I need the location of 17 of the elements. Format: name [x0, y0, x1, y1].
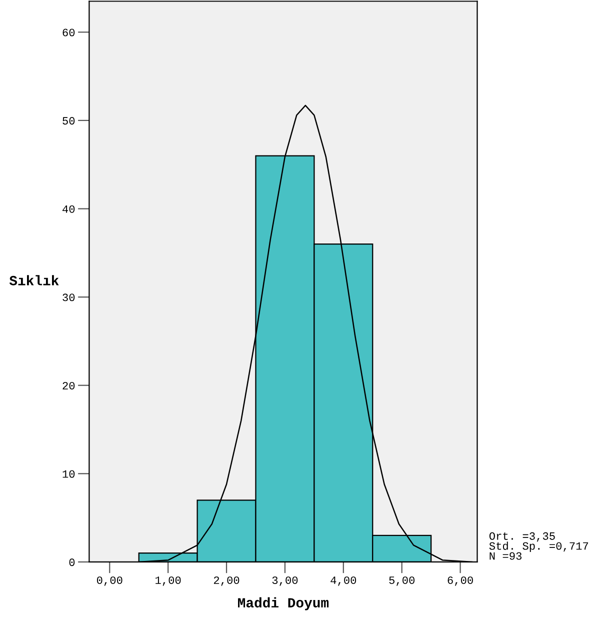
text: Ort. =3,35 Std. Sp. =0,717 N =93	[489, 532, 588, 560]
y-tick-label: 0	[69, 558, 75, 566]
y-axis-title: Sıklık	[9, 275, 59, 286]
x-tick-label: 3,00	[272, 576, 298, 586]
y-tick-label: 60	[62, 28, 75, 36]
y-tick-label: 20	[62, 382, 75, 390]
x-tick-label: 4,00	[330, 576, 356, 586]
y-tick-label: 50	[62, 117, 75, 125]
x-tick-label: 2,00	[214, 576, 240, 586]
x-axis-title: Maddi Doyum	[238, 597, 329, 610]
y-tick-label: 30	[62, 294, 75, 302]
y-tick-label: 10	[62, 470, 75, 478]
x-tick-label: 6,00	[448, 576, 473, 586]
y-tick-label: 40	[62, 205, 75, 213]
x-tick-label: 5,00	[389, 576, 414, 586]
x-tick-label: 1,00	[156, 576, 181, 586]
x-tick-label: 0,00	[96, 576, 122, 586]
